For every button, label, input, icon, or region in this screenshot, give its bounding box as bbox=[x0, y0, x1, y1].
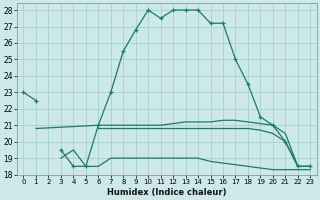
X-axis label: Humidex (Indice chaleur): Humidex (Indice chaleur) bbox=[107, 188, 227, 197]
